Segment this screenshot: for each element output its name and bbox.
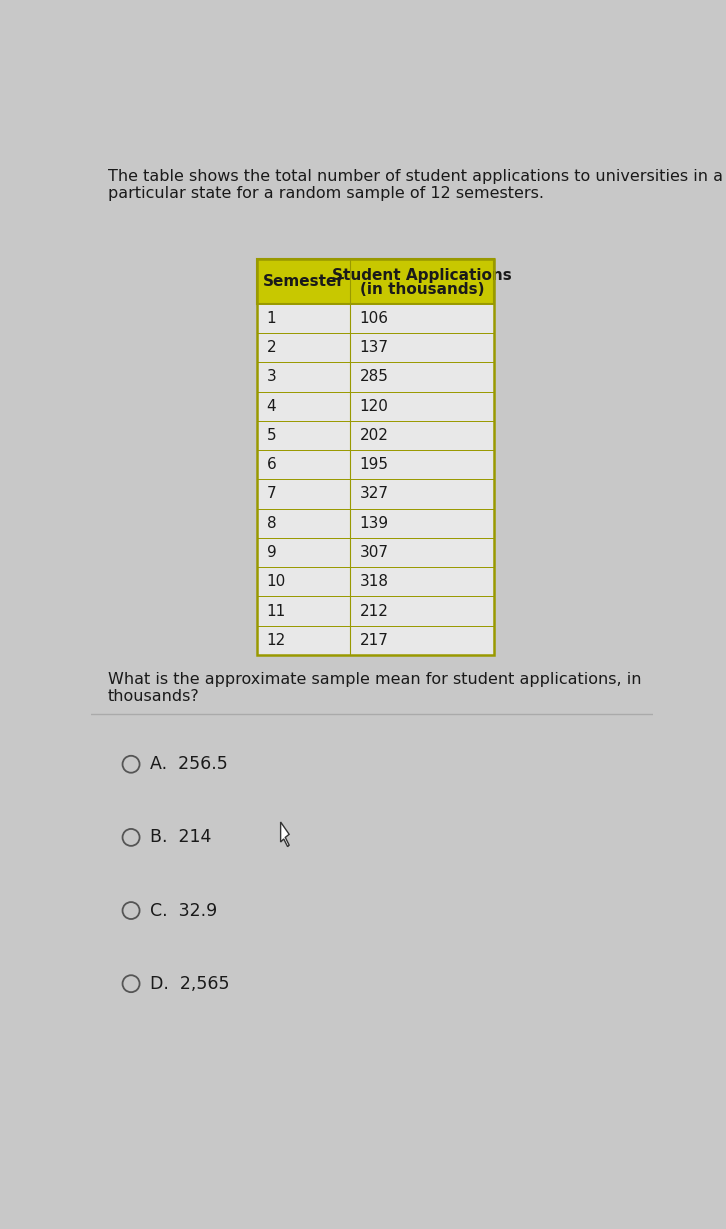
Bar — [258, 392, 494, 420]
Text: 212: 212 — [359, 603, 388, 618]
Text: 327: 327 — [359, 487, 388, 501]
Bar — [258, 479, 494, 509]
Bar — [258, 304, 494, 333]
Text: (in thousands): (in thousands) — [360, 281, 484, 296]
Text: 5: 5 — [266, 428, 277, 442]
Text: 3: 3 — [266, 370, 277, 385]
Text: D.  2,565: D. 2,565 — [150, 975, 229, 993]
Text: 9: 9 — [266, 544, 277, 560]
Bar — [258, 363, 494, 392]
Text: thousands?: thousands? — [107, 688, 200, 704]
Bar — [258, 596, 494, 626]
Text: 2: 2 — [266, 340, 277, 355]
Text: 6: 6 — [266, 457, 277, 472]
Bar — [258, 259, 494, 655]
Text: 12: 12 — [266, 633, 286, 648]
Text: 1: 1 — [266, 311, 277, 326]
Bar — [258, 259, 494, 304]
Text: Semester: Semester — [263, 274, 345, 289]
Text: 10: 10 — [266, 574, 286, 589]
Text: A.  256.5: A. 256.5 — [150, 756, 227, 773]
Text: 202: 202 — [359, 428, 388, 442]
Text: What is the approximate sample mean for student applications, in: What is the approximate sample mean for … — [107, 672, 641, 687]
Bar — [258, 626, 494, 655]
Text: 195: 195 — [359, 457, 388, 472]
Text: 106: 106 — [359, 311, 388, 326]
Bar — [258, 333, 494, 363]
Text: The table shows the total number of student applications to universities in a: The table shows the total number of stud… — [107, 170, 723, 184]
Text: 217: 217 — [359, 633, 388, 648]
Text: 4: 4 — [266, 398, 277, 414]
Text: 11: 11 — [266, 603, 286, 618]
Text: Student Applications: Student Applications — [333, 268, 512, 283]
Polygon shape — [281, 822, 289, 847]
Bar — [258, 450, 494, 479]
Text: 285: 285 — [359, 370, 388, 385]
Bar — [258, 420, 494, 450]
Text: 139: 139 — [359, 516, 389, 531]
Text: 7: 7 — [266, 487, 277, 501]
Bar — [258, 538, 494, 567]
Text: C.  32.9: C. 32.9 — [150, 902, 217, 919]
Text: 318: 318 — [359, 574, 388, 589]
Text: 137: 137 — [359, 340, 388, 355]
Bar — [258, 509, 494, 538]
Text: particular state for a random sample of 12 semesters.: particular state for a random sample of … — [107, 186, 544, 202]
Text: 120: 120 — [359, 398, 388, 414]
Text: B.  214: B. 214 — [150, 828, 211, 847]
Text: 307: 307 — [359, 544, 388, 560]
Bar — [258, 567, 494, 596]
Text: 8: 8 — [266, 516, 277, 531]
